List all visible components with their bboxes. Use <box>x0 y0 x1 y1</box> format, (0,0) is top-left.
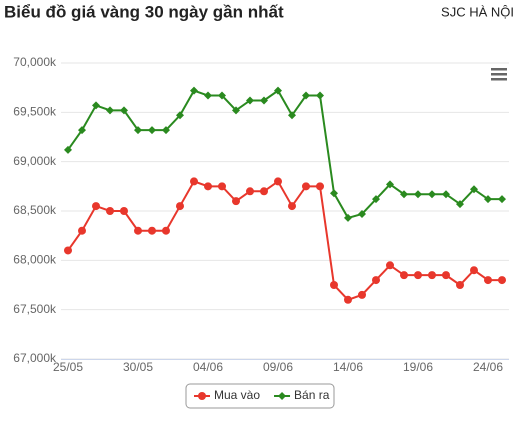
y-tick-label: 69,500k <box>13 105 57 119</box>
point <box>372 195 380 204</box>
x-tick-label: 09/06 <box>263 360 293 374</box>
point <box>484 276 492 285</box>
legend-label[interactable]: Bán ra <box>294 388 330 402</box>
point <box>316 91 324 100</box>
point <box>302 182 310 191</box>
point <box>484 195 492 204</box>
menu-bar[interactable] <box>491 78 507 81</box>
chart-title: Biểu đồ giá vàng 30 ngày gần nhất <box>4 2 284 21</box>
point <box>78 226 86 235</box>
point <box>162 226 170 235</box>
point <box>106 207 114 215</box>
point <box>134 226 142 235</box>
x-tick-label: 04/06 <box>193 360 223 374</box>
point <box>358 290 366 299</box>
point <box>386 261 394 270</box>
point <box>288 202 296 211</box>
point <box>456 200 464 209</box>
point <box>498 195 506 204</box>
point <box>162 126 170 135</box>
x-tick-label: 25/05 <box>53 360 83 374</box>
point <box>470 266 478 275</box>
point <box>218 182 226 191</box>
point <box>190 177 198 186</box>
point <box>148 226 156 235</box>
point <box>232 197 240 206</box>
point <box>64 246 72 255</box>
x-tick-label: 14/06 <box>333 360 363 374</box>
y-tick-label: 68,000k <box>13 253 57 267</box>
point <box>92 202 100 211</box>
point <box>176 202 184 211</box>
legend[interactable]: Mua vào Bán ra <box>185 383 335 409</box>
legend-item[interactable]: Bán ra <box>274 388 330 402</box>
point <box>176 111 184 120</box>
point <box>288 111 296 120</box>
x-tick-label: 30/05 <box>123 360 153 374</box>
point <box>470 185 478 194</box>
point <box>316 182 324 191</box>
menu-bar[interactable] <box>491 73 507 76</box>
point <box>148 126 156 135</box>
point <box>344 295 352 304</box>
series-line <box>67 89 502 220</box>
point <box>400 271 408 280</box>
point <box>414 190 422 199</box>
legend-marker[interactable] <box>198 392 206 400</box>
x-tick-label: 24/06 <box>473 360 503 374</box>
point <box>134 126 142 135</box>
x-tick-label: 19/06 <box>403 360 433 374</box>
point <box>274 86 282 95</box>
point <box>358 209 366 218</box>
menu-bar[interactable] <box>491 68 507 71</box>
legend-box[interactable] <box>185 383 335 409</box>
point <box>190 86 198 95</box>
legend-label[interactable]: Mua vào <box>214 388 260 402</box>
point <box>204 182 212 191</box>
y-tick-label: 67,000k <box>13 351 57 365</box>
point <box>456 281 464 289</box>
point <box>302 91 310 100</box>
point <box>106 106 114 115</box>
point <box>92 101 100 110</box>
point <box>414 271 422 280</box>
series-line <box>67 179 502 301</box>
point <box>428 271 436 280</box>
menu-button[interactable] <box>488 64 510 84</box>
point <box>232 106 240 115</box>
point <box>386 180 394 189</box>
y-tick-label: 67,500k <box>13 302 57 316</box>
point <box>442 190 450 199</box>
point <box>78 126 86 135</box>
point <box>260 96 268 105</box>
point <box>442 271 450 280</box>
point <box>246 96 254 105</box>
point <box>274 177 282 186</box>
y-tick-label: 69,000k <box>13 154 57 168</box>
chart-subtitle: SJC HÀ NỘI <box>441 4 514 19</box>
point <box>120 106 128 115</box>
point <box>330 281 338 289</box>
point <box>204 91 212 100</box>
y-tick-label: 70,000k <box>13 55 57 69</box>
point <box>344 213 352 222</box>
point <box>120 207 128 215</box>
point <box>400 190 408 199</box>
point <box>64 145 72 154</box>
legend-marker[interactable] <box>278 392 287 400</box>
point <box>498 276 506 285</box>
point <box>260 187 268 196</box>
y-tick-label: 68,500k <box>13 203 57 217</box>
point <box>218 91 226 100</box>
point <box>428 190 436 199</box>
point <box>330 189 338 198</box>
legend-item[interactable]: Mua vào <box>194 388 260 402</box>
point <box>246 187 254 196</box>
point <box>372 276 380 285</box>
